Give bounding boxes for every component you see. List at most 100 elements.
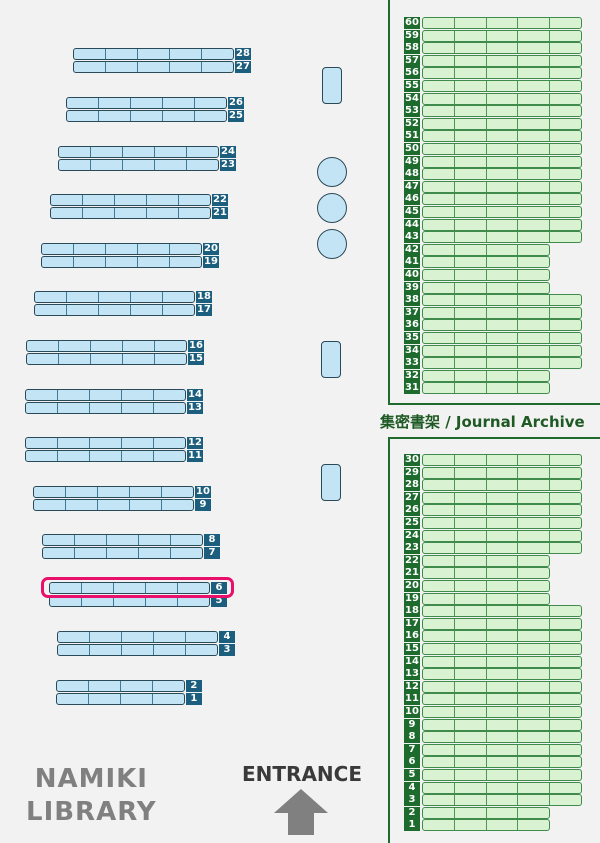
archive-shelf-label[interactable]: 57 — [404, 55, 420, 67]
archive-shelf-label[interactable]: 14 — [404, 656, 420, 668]
stacks-shelf-label[interactable]: 10 — [195, 486, 211, 498]
archive-shelf-4[interactable] — [422, 782, 582, 794]
stacks-shelf-label[interactable]: 25 — [228, 110, 244, 122]
archive-shelf-label[interactable]: 24 — [404, 530, 420, 542]
archive-shelf-label[interactable]: 17 — [404, 618, 420, 630]
stacks-shelf-12[interactable] — [25, 437, 186, 449]
archive-shelf-40[interactable] — [422, 269, 550, 281]
archive-shelf-59[interactable] — [422, 30, 582, 42]
stacks-shelf-19[interactable] — [41, 256, 202, 268]
archive-shelf-label[interactable]: 56 — [404, 67, 420, 79]
archive-shelf-label[interactable]: 52 — [404, 118, 420, 130]
stacks-shelf-label[interactable]: 14 — [187, 389, 203, 401]
archive-shelf-label[interactable]: 7 — [404, 744, 420, 756]
archive-shelf-label[interactable]: 41 — [404, 256, 420, 268]
archive-shelf-36[interactable] — [422, 319, 582, 331]
stacks-shelf-13[interactable] — [25, 402, 186, 414]
archive-shelf-label[interactable]: 50 — [404, 143, 420, 155]
stacks-shelf-label[interactable]: 11 — [187, 450, 203, 462]
stacks-shelf-2[interactable] — [56, 680, 185, 692]
stacks-shelf-26[interactable] — [66, 97, 227, 109]
archive-shelf-label[interactable]: 34 — [404, 345, 420, 357]
archive-shelf-22[interactable] — [422, 555, 550, 567]
stacks-shelf-6[interactable] — [49, 582, 210, 594]
stacks-shelf-16[interactable] — [26, 340, 187, 352]
archive-shelf-label[interactable]: 31 — [404, 382, 420, 394]
archive-shelf-10[interactable] — [422, 706, 582, 718]
archive-shelf-label[interactable]: 40 — [404, 269, 420, 281]
archive-shelf-30[interactable] — [422, 454, 582, 466]
archive-shelf-56[interactable] — [422, 67, 582, 79]
stacks-shelf-20[interactable] — [41, 243, 202, 255]
archive-shelf-60[interactable] — [422, 17, 582, 29]
archive-shelf-54[interactable] — [422, 93, 582, 105]
archive-shelf-label[interactable]: 47 — [404, 181, 420, 193]
archive-shelf-label[interactable]: 5 — [404, 769, 420, 781]
archive-shelf-label[interactable]: 28 — [404, 479, 420, 491]
stacks-shelf-label[interactable]: 20 — [203, 243, 219, 255]
archive-shelf-57[interactable] — [422, 55, 582, 67]
archive-shelf-label[interactable]: 54 — [404, 93, 420, 105]
stacks-shelf-14[interactable] — [25, 389, 186, 401]
archive-shelf-14[interactable] — [422, 656, 582, 668]
archive-shelf-51[interactable] — [422, 130, 582, 142]
archive-shelf-55[interactable] — [422, 80, 582, 92]
archive-shelf-18[interactable] — [422, 605, 582, 617]
archive-shelf-label[interactable]: 37 — [404, 307, 420, 319]
archive-shelf-47[interactable] — [422, 181, 582, 193]
stacks-shelf-11[interactable] — [25, 450, 186, 462]
archive-shelf-label[interactable]: 22 — [404, 555, 420, 567]
archive-shelf-35[interactable] — [422, 332, 582, 344]
stacks-shelf-9[interactable] — [33, 499, 194, 511]
archive-shelf-label[interactable]: 12 — [404, 681, 420, 693]
archive-shelf-label[interactable]: 60 — [404, 17, 420, 29]
archive-shelf-32[interactable] — [422, 370, 550, 382]
stacks-shelf-22[interactable] — [50, 194, 211, 206]
stacks-shelf-label[interactable]: 15 — [188, 353, 204, 365]
archive-shelf-label[interactable]: 18 — [404, 605, 420, 617]
archive-shelf-16[interactable] — [422, 630, 582, 642]
archive-shelf-label[interactable]: 58 — [404, 42, 420, 54]
archive-shelf-17[interactable] — [422, 618, 582, 630]
archive-shelf-label[interactable]: 2 — [404, 807, 420, 819]
archive-shelf-41[interactable] — [422, 256, 550, 268]
stacks-shelf-label[interactable]: 6 — [211, 582, 227, 594]
stacks-shelf-1[interactable] — [56, 693, 185, 705]
archive-shelf-53[interactable] — [422, 105, 582, 117]
stacks-shelf-label[interactable]: 13 — [187, 402, 203, 414]
stacks-shelf-label[interactable]: 23 — [220, 159, 236, 171]
archive-shelf-39[interactable] — [422, 282, 550, 294]
archive-shelf-label[interactable]: 6 — [404, 756, 420, 768]
archive-shelf-label[interactable]: 44 — [404, 219, 420, 231]
archive-shelf-label[interactable]: 26 — [404, 504, 420, 516]
archive-shelf-43[interactable] — [422, 231, 582, 243]
archive-shelf-label[interactable]: 9 — [404, 719, 420, 731]
archive-shelf-12[interactable] — [422, 681, 582, 693]
stacks-shelf-label[interactable]: 27 — [235, 61, 251, 73]
stacks-shelf-label[interactable]: 17 — [196, 304, 212, 316]
archive-shelf-label[interactable]: 25 — [404, 517, 420, 529]
archive-shelf-45[interactable] — [422, 206, 582, 218]
archive-shelf-29[interactable] — [422, 467, 582, 479]
archive-shelf-label[interactable]: 53 — [404, 105, 420, 117]
archive-shelf-label[interactable]: 10 — [404, 706, 420, 718]
archive-shelf-23[interactable] — [422, 542, 582, 554]
archive-shelf-label[interactable]: 11 — [404, 693, 420, 705]
archive-shelf-50[interactable] — [422, 143, 582, 155]
archive-shelf-label[interactable]: 38 — [404, 294, 420, 306]
stacks-shelf-25[interactable] — [66, 110, 227, 122]
stacks-shelf-label[interactable]: 8 — [204, 534, 220, 546]
stacks-shelf-label[interactable]: 4 — [219, 631, 235, 643]
stacks-shelf-label[interactable]: 9 — [195, 499, 211, 511]
stacks-shelf-17[interactable] — [34, 304, 195, 316]
archive-shelf-42[interactable] — [422, 244, 550, 256]
archive-shelf-label[interactable]: 42 — [404, 244, 420, 256]
archive-shelf-2[interactable] — [422, 807, 550, 819]
archive-shelf-label[interactable]: 1 — [404, 819, 420, 831]
archive-shelf-48[interactable] — [422, 168, 582, 180]
stacks-shelf-label[interactable]: 28 — [235, 48, 251, 60]
archive-shelf-label[interactable]: 51 — [404, 130, 420, 142]
archive-shelf-5[interactable] — [422, 769, 582, 781]
archive-shelf-7[interactable] — [422, 744, 582, 756]
stacks-shelf-label[interactable]: 19 — [203, 256, 219, 268]
